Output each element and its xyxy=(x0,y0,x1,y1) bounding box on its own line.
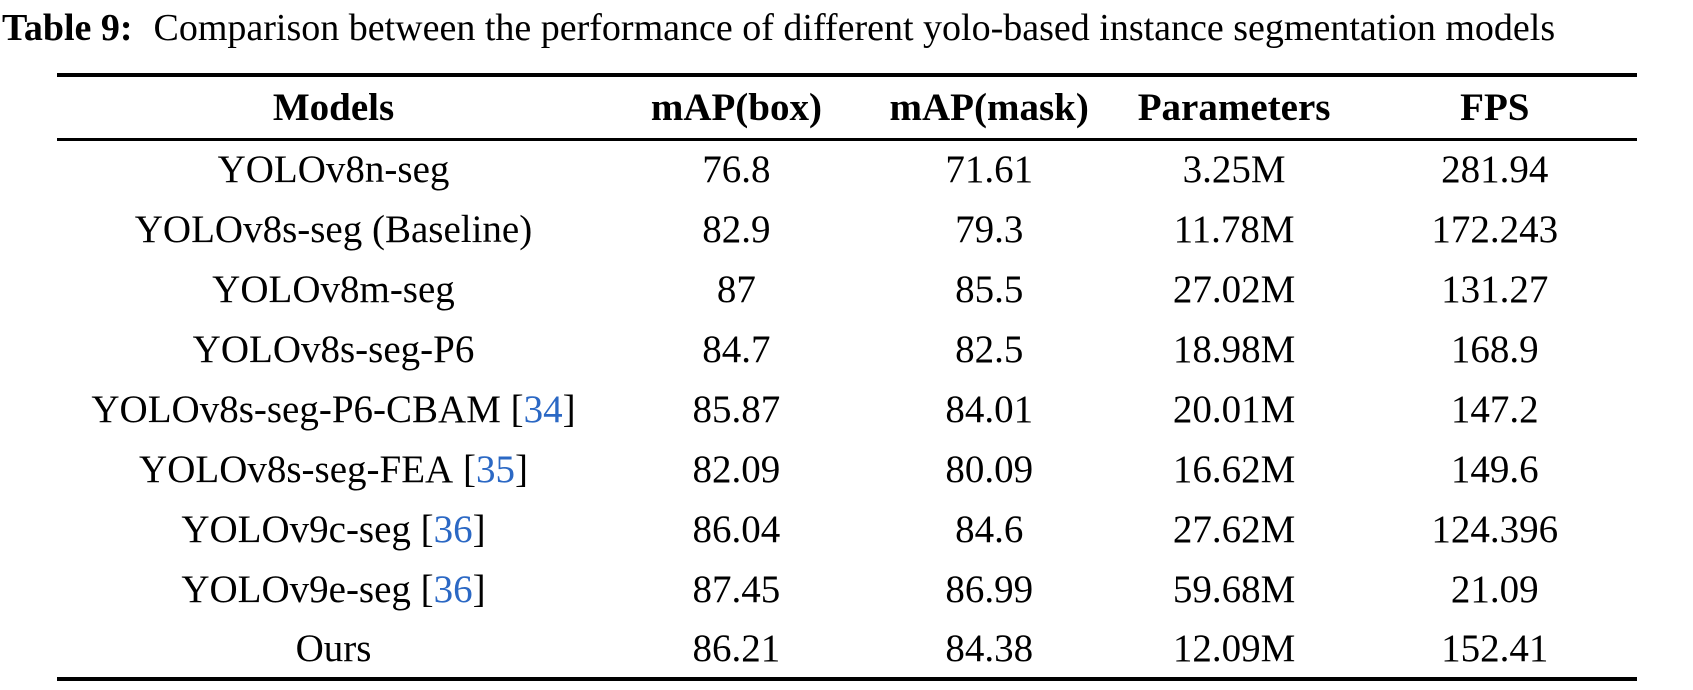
map-box-cell: 85.87 xyxy=(692,387,781,431)
citation-open-bracket: [ xyxy=(420,507,434,551)
fps-cell: 124.396 xyxy=(1431,507,1559,551)
map-mask-cell: 79.3 xyxy=(955,207,1024,251)
table-row: YOLOv8n-seg[] 76.8 71.61 3.25M 281.94 xyxy=(57,139,1637,199)
citation-close-bracket: ] xyxy=(514,447,528,491)
citation-ref[interactable]: [34] xyxy=(511,388,576,431)
col-header-fps: FPS xyxy=(1460,85,1530,129)
table-row: YOLOv8s-seg-FEA [35] 82.09 80.09 16.62M 1… xyxy=(57,439,1637,499)
table-caption-label: Table 9: xyxy=(2,7,133,49)
model-name: YOLOv9e-seg xyxy=(181,567,411,611)
citation-ref[interactable]: [36] xyxy=(421,508,486,551)
map-box-cell: 86.21 xyxy=(692,626,781,670)
model-name-cell: YOLOv8s-seg-FEA [35] xyxy=(57,439,610,499)
map-mask-cell: 85.5 xyxy=(955,267,1024,311)
map-box-cell: 82.9 xyxy=(702,207,771,251)
fps-cell: 281.94 xyxy=(1441,148,1549,192)
map-mask-cell: 86.99 xyxy=(945,567,1034,611)
model-name-cell: YOLOv8n-seg[] xyxy=(57,139,610,199)
parameters-cell: 12.09M xyxy=(1172,626,1296,670)
citation-close-bracket: ] xyxy=(472,507,486,551)
fps-cell: 147.2 xyxy=(1450,387,1539,431)
citation-ref[interactable]: [36] xyxy=(421,568,486,611)
citation-number: 36 xyxy=(433,507,473,551)
parameters-cell: 27.62M xyxy=(1172,507,1296,551)
parameters-cell: 16.62M xyxy=(1172,447,1296,491)
fps-cell: 131.27 xyxy=(1441,267,1549,311)
model-name-cell: YOLOv8s-seg-P6[] xyxy=(57,319,610,379)
col-header-map-mask: mAP(mask) xyxy=(889,85,1089,129)
citation-open-bracket: [ xyxy=(510,387,524,431)
parameters-cell: 3.25M xyxy=(1182,148,1286,192)
col-header-map-box: mAP(box) xyxy=(650,85,822,129)
model-name: YOLOv8s-seg-P6-CBAM xyxy=(91,387,501,431)
model-name: YOLOv8s-seg-FEA xyxy=(139,447,454,491)
model-name-cell: YOLOv9c-seg [36] xyxy=(57,499,610,559)
fps-cell: 152.41 xyxy=(1441,626,1549,670)
parameters-cell: 18.98M xyxy=(1172,327,1296,371)
table-row: YOLOv8s-seg-P6[] 84.7 82.5 18.98M 168.9 xyxy=(57,319,1637,379)
map-box-cell: 86.04 xyxy=(692,507,781,551)
table-row: YOLOv8s-seg-P6-CBAM [34] 85.87 84.01 20.0… xyxy=(57,379,1637,439)
fps-cell: 172.243 xyxy=(1431,207,1559,251)
model-name: YOLOv8s-seg-P6 xyxy=(192,327,475,371)
map-box-cell: 84.7 xyxy=(702,327,771,371)
table-row: YOLOv8m-seg[] 87 85.5 27.02M 131.27 xyxy=(57,259,1637,319)
model-name: YOLOv9c-seg xyxy=(181,507,411,551)
model-name: YOLOv8s-seg (Baseline) xyxy=(134,207,533,251)
model-name-cell: YOLOv8m-seg[] xyxy=(57,259,610,319)
citation-open-bracket: [ xyxy=(420,567,434,611)
table-caption-text: Comparison between the performance of di… xyxy=(153,7,1556,49)
citation-number: 34 xyxy=(523,387,563,431)
map-mask-cell: 82.5 xyxy=(955,327,1024,371)
col-header-parameters: Parameters xyxy=(1137,85,1331,129)
map-box-cell: 87.45 xyxy=(692,567,781,611)
table-row: YOLOv8s-seg (Baseline)[] 82.9 79.3 11.78… xyxy=(57,199,1637,259)
table-caption: Table 9: Comparison between the performan… xyxy=(2,4,1693,52)
map-mask-cell: 80.09 xyxy=(945,447,1034,491)
header-row: Models mAP(box) mAP(mask) Parameters FPS xyxy=(57,75,1637,139)
map-mask-cell: 84.38 xyxy=(945,626,1034,670)
citation-close-bracket: ] xyxy=(472,567,486,611)
map-mask-cell: 84.01 xyxy=(945,387,1034,431)
citation-number: 36 xyxy=(433,567,473,611)
citation-number: 35 xyxy=(475,447,515,491)
parameters-cell: 59.68M xyxy=(1172,567,1296,611)
map-mask-cell: 71.61 xyxy=(945,148,1034,192)
fps-cell: 21.09 xyxy=(1450,567,1539,611)
model-name-cell: YOLOv8s-seg (Baseline)[] xyxy=(57,199,610,259)
table-row: YOLOv9c-seg [36] 86.04 84.6 27.62M 124.39… xyxy=(57,499,1637,559)
fps-cell: 168.9 xyxy=(1450,327,1539,371)
model-name-cell: YOLOv9e-seg [36] xyxy=(57,559,610,619)
table-row: YOLOv9e-seg [36] 87.45 86.99 59.68M 21.09 xyxy=(57,559,1637,619)
model-name-cell: Ours[] xyxy=(57,619,610,679)
model-name: YOLOv8n-seg xyxy=(217,148,450,192)
map-box-cell: 82.09 xyxy=(692,447,781,491)
parameters-cell: 20.01M xyxy=(1172,387,1296,431)
model-name: YOLOv8m-seg xyxy=(212,267,455,311)
parameters-cell: 27.02M xyxy=(1172,267,1296,311)
map-box-cell: 76.8 xyxy=(702,148,771,192)
results-table: Models mAP(box) mAP(mask) Parameters FPS… xyxy=(57,73,1637,681)
fps-cell: 149.6 xyxy=(1450,447,1539,491)
map-mask-cell: 84.6 xyxy=(955,507,1024,551)
citation-ref[interactable]: [35] xyxy=(463,448,528,491)
table-row: Ours[] 86.21 84.38 12.09M 152.41 xyxy=(57,619,1637,679)
model-name-cell: YOLOv8s-seg-P6-CBAM [34] xyxy=(57,379,610,439)
col-header-models: Models xyxy=(272,85,395,129)
citation-open-bracket: [ xyxy=(462,447,476,491)
parameters-cell: 11.78M xyxy=(1173,207,1295,251)
citation-close-bracket: ] xyxy=(562,387,576,431)
map-box-cell: 87 xyxy=(716,267,756,311)
model-name: Ours xyxy=(295,626,372,670)
